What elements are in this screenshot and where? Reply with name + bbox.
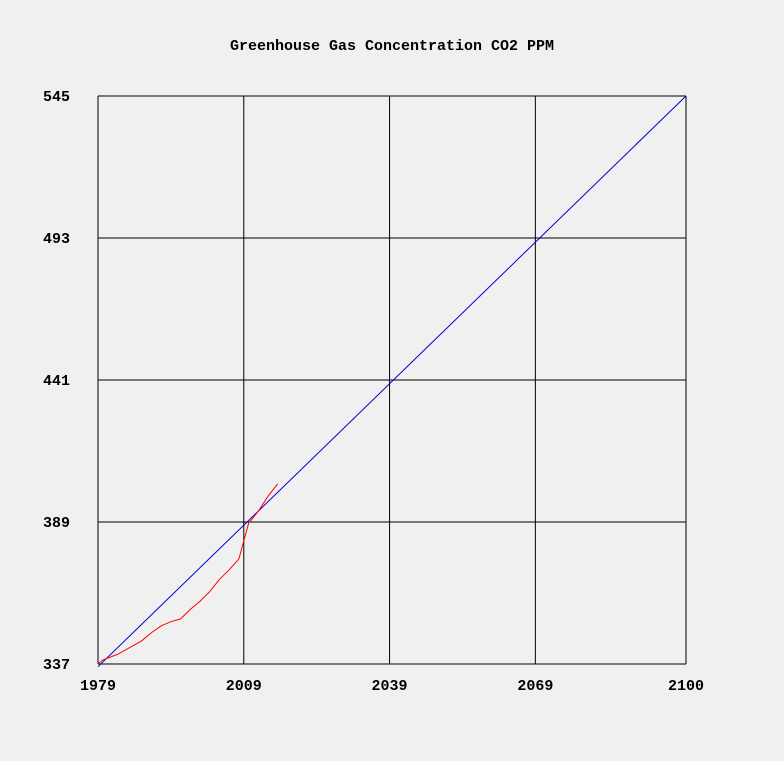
- series-line-0: [97, 95, 687, 668]
- x-tick-label-1: 2009: [226, 678, 262, 695]
- x-tick-label-4: 2100: [668, 678, 704, 695]
- x-tick-label-0: 1979: [80, 678, 116, 695]
- y-tick-label-4: 545: [43, 89, 70, 106]
- y-tick-label-0: 337: [43, 657, 70, 674]
- x-axis-ticks: 1979 2009 2039 2069 2100: [80, 678, 704, 695]
- x-tick-label-2: 2039: [372, 678, 408, 695]
- y-axis-ticks: 337 389 441 493 545: [43, 89, 70, 674]
- y-tick-label-2: 441: [43, 373, 70, 390]
- chart-title: Greenhouse Gas Concentration CO2 PPM: [230, 38, 554, 55]
- series-line-1: [97, 483, 279, 665]
- series-layer: [97, 95, 687, 668]
- x-tick-label-3: 2069: [517, 678, 553, 695]
- grid: [97, 95, 687, 665]
- y-tick-label-3: 493: [43, 231, 70, 248]
- y-tick-label-1: 389: [43, 515, 70, 532]
